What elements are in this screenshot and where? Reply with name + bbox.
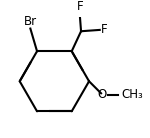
Text: Br: Br [24,15,37,28]
Text: F: F [76,0,83,13]
Text: O: O [98,88,107,101]
Text: CH₃: CH₃ [121,88,143,101]
Text: F: F [101,23,108,36]
